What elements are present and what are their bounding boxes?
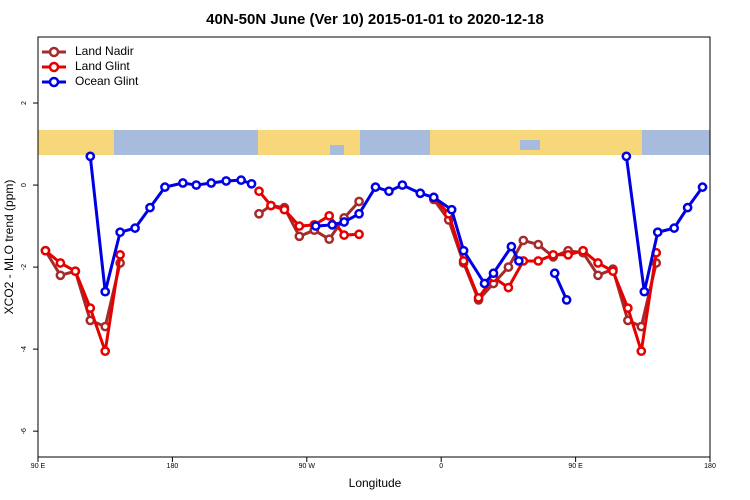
data-point: [639, 286, 650, 297]
data-point: [324, 210, 335, 221]
data-point: [593, 258, 603, 268]
legend-marker: [48, 76, 60, 88]
legend-label: Ocean Glint: [75, 74, 139, 88]
data-point: [324, 234, 335, 245]
series-line: [44, 190, 658, 353]
data-point: [370, 182, 381, 192]
series-line: [88, 156, 704, 301]
y-tick-label: 0: [21, 183, 28, 187]
data-point: [206, 178, 217, 188]
data-point: [514, 256, 524, 266]
y-tick-label: -6: [21, 428, 28, 434]
data-point: [652, 227, 663, 238]
data-point: [160, 182, 170, 192]
data-point: [533, 239, 544, 250]
data-point: [428, 192, 439, 203]
data-point: [254, 208, 264, 219]
data-point: [458, 256, 469, 266]
data-point: [100, 346, 111, 357]
data-point: [191, 180, 202, 190]
data-point: [446, 204, 457, 215]
data-point: [327, 220, 338, 230]
data-point: [354, 229, 364, 240]
data-point: [384, 186, 394, 197]
data-point: [254, 186, 264, 197]
data-point: [354, 208, 364, 219]
data-point: [115, 227, 125, 238]
data-point: [473, 293, 484, 303]
data-point: [339, 217, 349, 227]
y-tick-label: -2: [21, 264, 28, 270]
data-point: [488, 268, 499, 279]
data-point: [145, 202, 155, 213]
data-point: [415, 188, 426, 199]
data-point: [561, 295, 572, 305]
data-point: [479, 278, 490, 289]
data-point: [310, 221, 321, 231]
data-point: [279, 204, 290, 215]
x-tick-label: 90 E: [31, 463, 46, 470]
data-point: [563, 249, 573, 260]
data-point: [115, 249, 125, 260]
data-point: [506, 241, 517, 252]
data-point: [503, 282, 514, 293]
data-point: [548, 249, 559, 260]
data-point: [55, 258, 66, 268]
data-point: [100, 286, 111, 297]
data-point: [266, 200, 276, 211]
x-axis-label: Longitude: [349, 476, 402, 490]
data-point: [85, 303, 96, 313]
data-point: [503, 262, 514, 272]
y-axis-label: XCO2 - MLO trend (ppm): [2, 180, 16, 315]
data-point: [578, 245, 588, 256]
data-point: [518, 235, 529, 246]
data-point: [246, 178, 257, 189]
data-point: [682, 202, 693, 213]
data-point: [621, 151, 632, 162]
data-point: [397, 180, 408, 190]
x-tick-label: 180: [167, 463, 179, 470]
data-point: [636, 346, 647, 357]
map-strip: [38, 130, 710, 155]
data-point: [221, 176, 232, 186]
legend-label: Land Glint: [75, 59, 130, 73]
data-point: [354, 196, 364, 207]
data-point: [294, 231, 305, 242]
data-point: [697, 182, 708, 192]
x-tick-label: 90 W: [299, 463, 316, 470]
data-point: [236, 175, 246, 185]
data-point: [608, 266, 618, 277]
y-tick-label: 2: [21, 101, 28, 105]
plot-frame: [37, 36, 711, 458]
x-tick-label: 90 E: [568, 463, 583, 470]
data-point: [669, 223, 680, 233]
data-point: [130, 223, 140, 233]
y-tick-label: -4: [21, 346, 28, 352]
data-point: [178, 178, 188, 188]
data-point: [549, 268, 560, 279]
data-point: [40, 245, 51, 256]
legend-marker: [48, 46, 60, 58]
legend-marker: [48, 61, 60, 73]
legend-label: Land Nadir: [75, 44, 134, 58]
data-point: [70, 266, 81, 277]
x-tick-label: 0: [439, 463, 443, 470]
x-tick-label: 180: [704, 463, 716, 470]
data-point: [623, 303, 633, 313]
data-point: [458, 245, 469, 256]
data-point: [294, 221, 305, 231]
data-point: [85, 151, 96, 162]
data-point: [339, 230, 349, 240]
data-point: [55, 270, 66, 281]
chart-title: 40N-50N June (Ver 10) 2015-01-01 to 2020…: [206, 11, 544, 28]
data-point: [593, 270, 603, 281]
data-point: [533, 256, 544, 266]
